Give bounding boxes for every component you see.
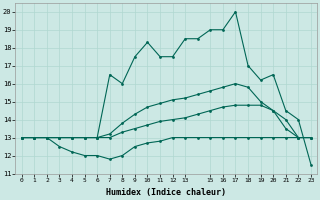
X-axis label: Humidex (Indice chaleur): Humidex (Indice chaleur) bbox=[106, 188, 226, 197]
